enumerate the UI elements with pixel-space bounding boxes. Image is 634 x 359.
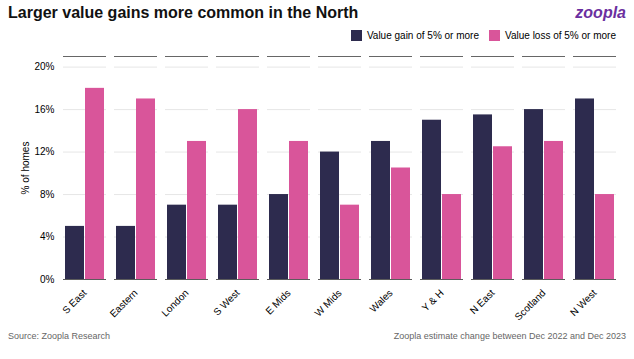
svg-text:London: London <box>159 287 190 318</box>
svg-text:W Mids: W Mids <box>312 287 343 318</box>
svg-text:8%: 8% <box>40 189 55 200</box>
svg-text:0%: 0% <box>40 274 55 285</box>
html-text:Zoopla estimate change between: Zoopla estimate change between Dec 2022 … <box>393 331 626 341</box>
svg-text:% of homes: % of homes <box>20 142 31 195</box>
html-text:Value gain of 5% or more: Value gain of 5% or more <box>366 30 479 41</box>
svg-text:S West: S West <box>211 287 242 318</box>
svg-text:E Mids: E Mids <box>263 287 292 316</box>
svg-text:N West: N West <box>568 287 599 318</box>
svg-text:12%: 12% <box>34 146 54 157</box>
svg-text:S East: S East <box>60 287 89 316</box>
html-text:Larger value gains more common: Larger value gains more common in the No… <box>8 4 359 21</box>
svg-text:16%: 16% <box>34 104 54 115</box>
svg-text:Wales: Wales <box>368 287 395 314</box>
svg-text:Eastern: Eastern <box>108 287 140 319</box>
svg-text:20%: 20% <box>34 61 54 72</box>
svg-text:Y & H: Y & H <box>420 287 446 313</box>
svg-text:N East: N East <box>468 287 497 316</box>
svg-text:4%: 4% <box>40 231 55 242</box>
svg-text:Scotland: Scotland <box>512 287 547 322</box>
html-text:Source: Zoopla Research: Source: Zoopla Research <box>8 331 111 341</box>
html-text:zoopla: zoopla <box>575 4 626 21</box>
html-text:Value loss of 5% or more: Value loss of 5% or more <box>505 30 616 41</box>
